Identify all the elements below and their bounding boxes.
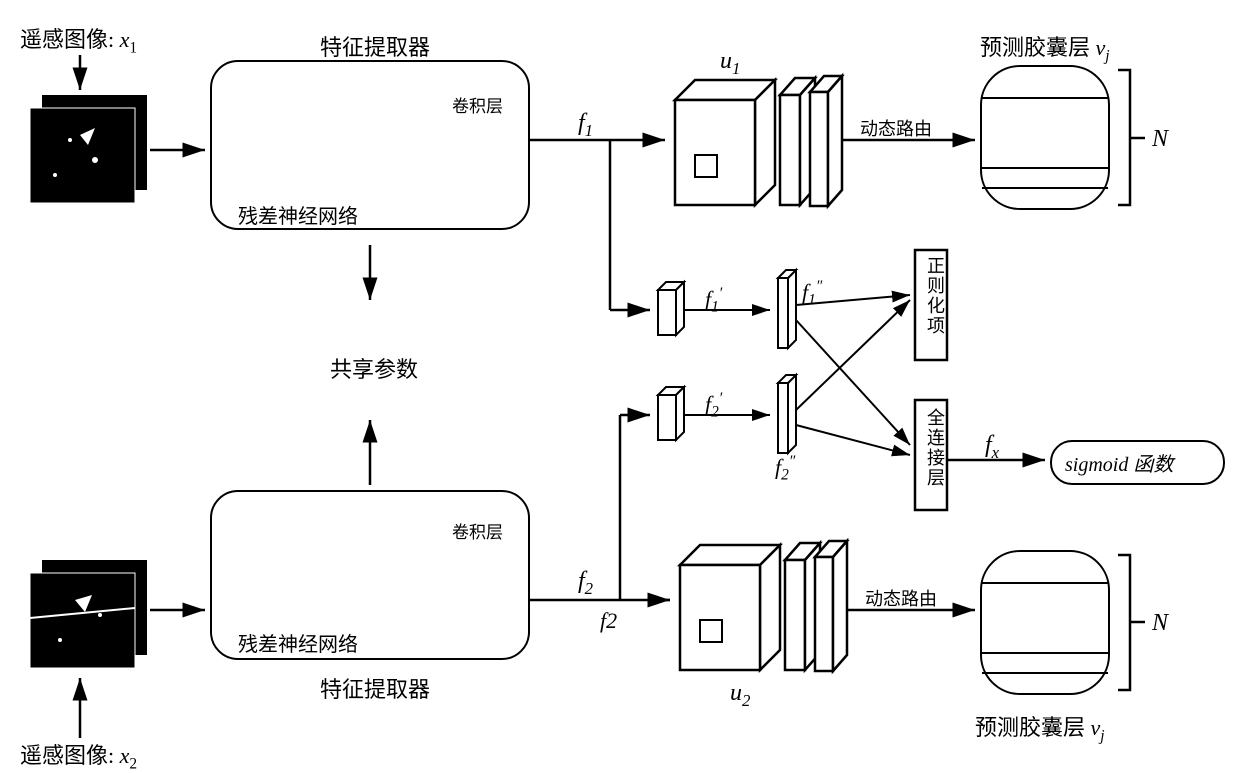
N-top: N bbox=[1152, 126, 1168, 153]
shared-params-label: 共享参数 bbox=[330, 352, 418, 384]
resnet-2-label: 残差神经网络 bbox=[238, 628, 358, 657]
conv-layer-2: 卷积层 bbox=[452, 518, 503, 543]
fc-layer-label: 全连接层 bbox=[922, 408, 948, 488]
u1-label: u1 bbox=[720, 48, 740, 79]
u2-label: u2 bbox=[730, 680, 750, 711]
conv-layer-1: 卷积层 bbox=[452, 92, 503, 117]
regularization-label: 正则化项 bbox=[922, 256, 948, 336]
N-bottom: N bbox=[1152, 610, 1168, 637]
feature-extractor-2-title: 特征提取器 bbox=[320, 672, 430, 704]
u2-block bbox=[680, 541, 847, 671]
resnet-1-label: 残差神经网络 bbox=[238, 200, 358, 229]
f1pp-label: f1″ bbox=[802, 278, 822, 310]
fx-label: fx bbox=[985, 432, 999, 463]
f2p-label: f2′ bbox=[705, 390, 722, 422]
input-image-1 bbox=[30, 95, 147, 203]
f2-label: f2 bbox=[578, 568, 593, 599]
remote-image-2-label: 遥感图像: x2 bbox=[20, 738, 137, 773]
f1-label: f1 bbox=[578, 110, 593, 141]
sigmoid-label: sigmoid 函数 bbox=[1065, 448, 1173, 477]
feature-extractor-1-title: 特征提取器 bbox=[320, 30, 430, 62]
u1-block bbox=[675, 76, 842, 206]
capsule-bottom-title: 预测胶囊层 vj bbox=[975, 710, 1105, 745]
input-image-2 bbox=[30, 560, 147, 668]
f1p-label: f1′ bbox=[705, 285, 722, 317]
dynamic-routing-2: 动态路由 bbox=[865, 585, 937, 611]
f2p-block bbox=[658, 387, 684, 440]
f2-alt-label: f2 bbox=[600, 608, 617, 634]
remote-image-1-label: 遥感图像: x1 bbox=[20, 22, 137, 57]
dynamic-routing-1: 动态路由 bbox=[860, 115, 932, 141]
capsule-top-title: 预测胶囊层 vj bbox=[980, 30, 1110, 65]
f1p-block bbox=[658, 282, 684, 335]
f2pp-label: f2″ bbox=[775, 453, 795, 485]
capsule-1 bbox=[980, 65, 1110, 210]
capsule-2 bbox=[980, 550, 1110, 695]
